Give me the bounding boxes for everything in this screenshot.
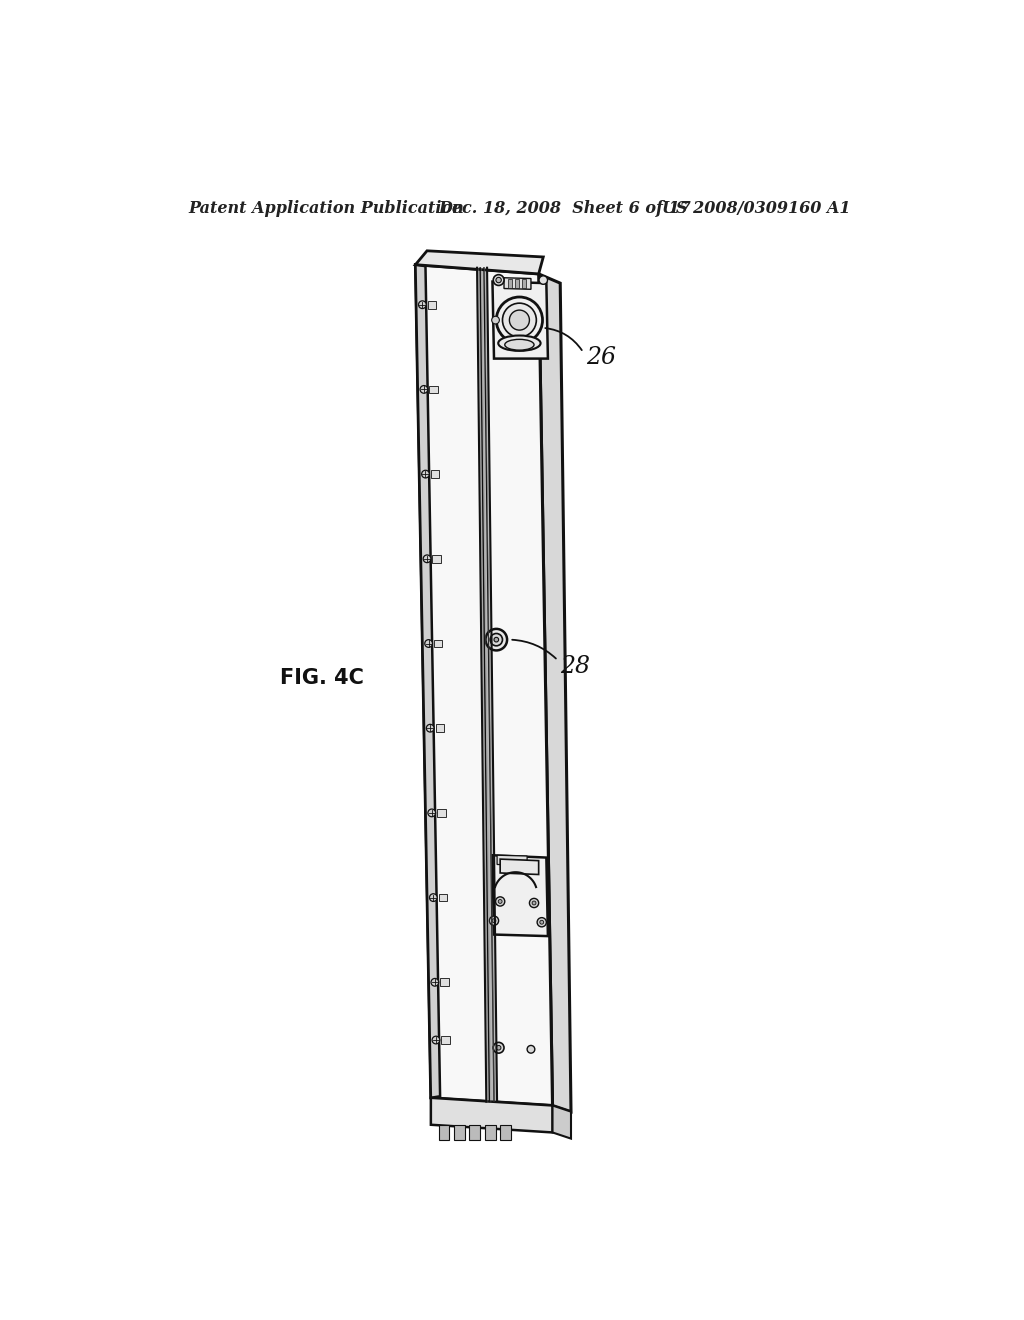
Circle shape	[497, 1045, 501, 1051]
Circle shape	[425, 640, 432, 647]
Text: Dec. 18, 2008  Sheet 6 of 17: Dec. 18, 2008 Sheet 6 of 17	[438, 199, 691, 216]
Polygon shape	[508, 280, 512, 288]
Circle shape	[496, 277, 502, 282]
Circle shape	[432, 1036, 439, 1044]
Circle shape	[538, 917, 547, 927]
Ellipse shape	[505, 339, 535, 350]
Polygon shape	[500, 1125, 511, 1140]
Circle shape	[494, 1043, 504, 1053]
Polygon shape	[435, 725, 444, 733]
Polygon shape	[416, 251, 544, 275]
Polygon shape	[416, 264, 553, 1106]
Text: FIG. 4C: FIG. 4C	[280, 668, 364, 688]
Polygon shape	[497, 855, 527, 866]
Polygon shape	[521, 280, 526, 288]
Circle shape	[423, 554, 431, 562]
Polygon shape	[440, 978, 449, 986]
Circle shape	[428, 809, 435, 817]
Polygon shape	[416, 264, 440, 1098]
Circle shape	[503, 304, 537, 337]
Polygon shape	[438, 1125, 450, 1140]
Circle shape	[431, 978, 438, 986]
Circle shape	[422, 470, 429, 478]
Circle shape	[497, 297, 543, 343]
Polygon shape	[493, 855, 548, 936]
Polygon shape	[504, 277, 531, 289]
Circle shape	[492, 317, 500, 323]
Polygon shape	[431, 470, 439, 478]
Polygon shape	[432, 554, 441, 562]
Circle shape	[499, 899, 502, 903]
Text: US 2008/0309160 A1: US 2008/0309160 A1	[662, 199, 850, 216]
Polygon shape	[431, 1098, 553, 1133]
Polygon shape	[438, 894, 447, 902]
Polygon shape	[553, 1106, 571, 1139]
Circle shape	[532, 902, 536, 906]
Polygon shape	[493, 281, 548, 359]
Circle shape	[509, 310, 529, 330]
Circle shape	[429, 894, 437, 902]
Polygon shape	[429, 385, 438, 393]
Polygon shape	[469, 1125, 480, 1140]
Circle shape	[490, 634, 503, 645]
Polygon shape	[428, 301, 436, 309]
Circle shape	[540, 920, 544, 924]
Polygon shape	[539, 275, 571, 1111]
Circle shape	[420, 385, 428, 393]
Circle shape	[527, 1045, 535, 1053]
Text: 26: 26	[587, 346, 616, 368]
Circle shape	[493, 919, 496, 923]
Polygon shape	[515, 280, 519, 288]
Circle shape	[489, 916, 499, 925]
Circle shape	[485, 628, 507, 651]
Circle shape	[529, 899, 539, 908]
Polygon shape	[454, 1125, 465, 1140]
Polygon shape	[441, 1036, 450, 1044]
Text: Patent Application Publication: Patent Application Publication	[188, 199, 464, 216]
Text: 28: 28	[560, 655, 590, 678]
Polygon shape	[484, 1125, 496, 1140]
Circle shape	[426, 725, 434, 733]
Polygon shape	[477, 268, 497, 1102]
Polygon shape	[434, 640, 442, 647]
Circle shape	[539, 276, 548, 284]
Circle shape	[494, 638, 499, 642]
Polygon shape	[500, 859, 539, 875]
Polygon shape	[437, 809, 445, 817]
Circle shape	[419, 301, 426, 309]
Circle shape	[494, 275, 504, 285]
Circle shape	[496, 896, 505, 906]
Ellipse shape	[499, 335, 541, 351]
